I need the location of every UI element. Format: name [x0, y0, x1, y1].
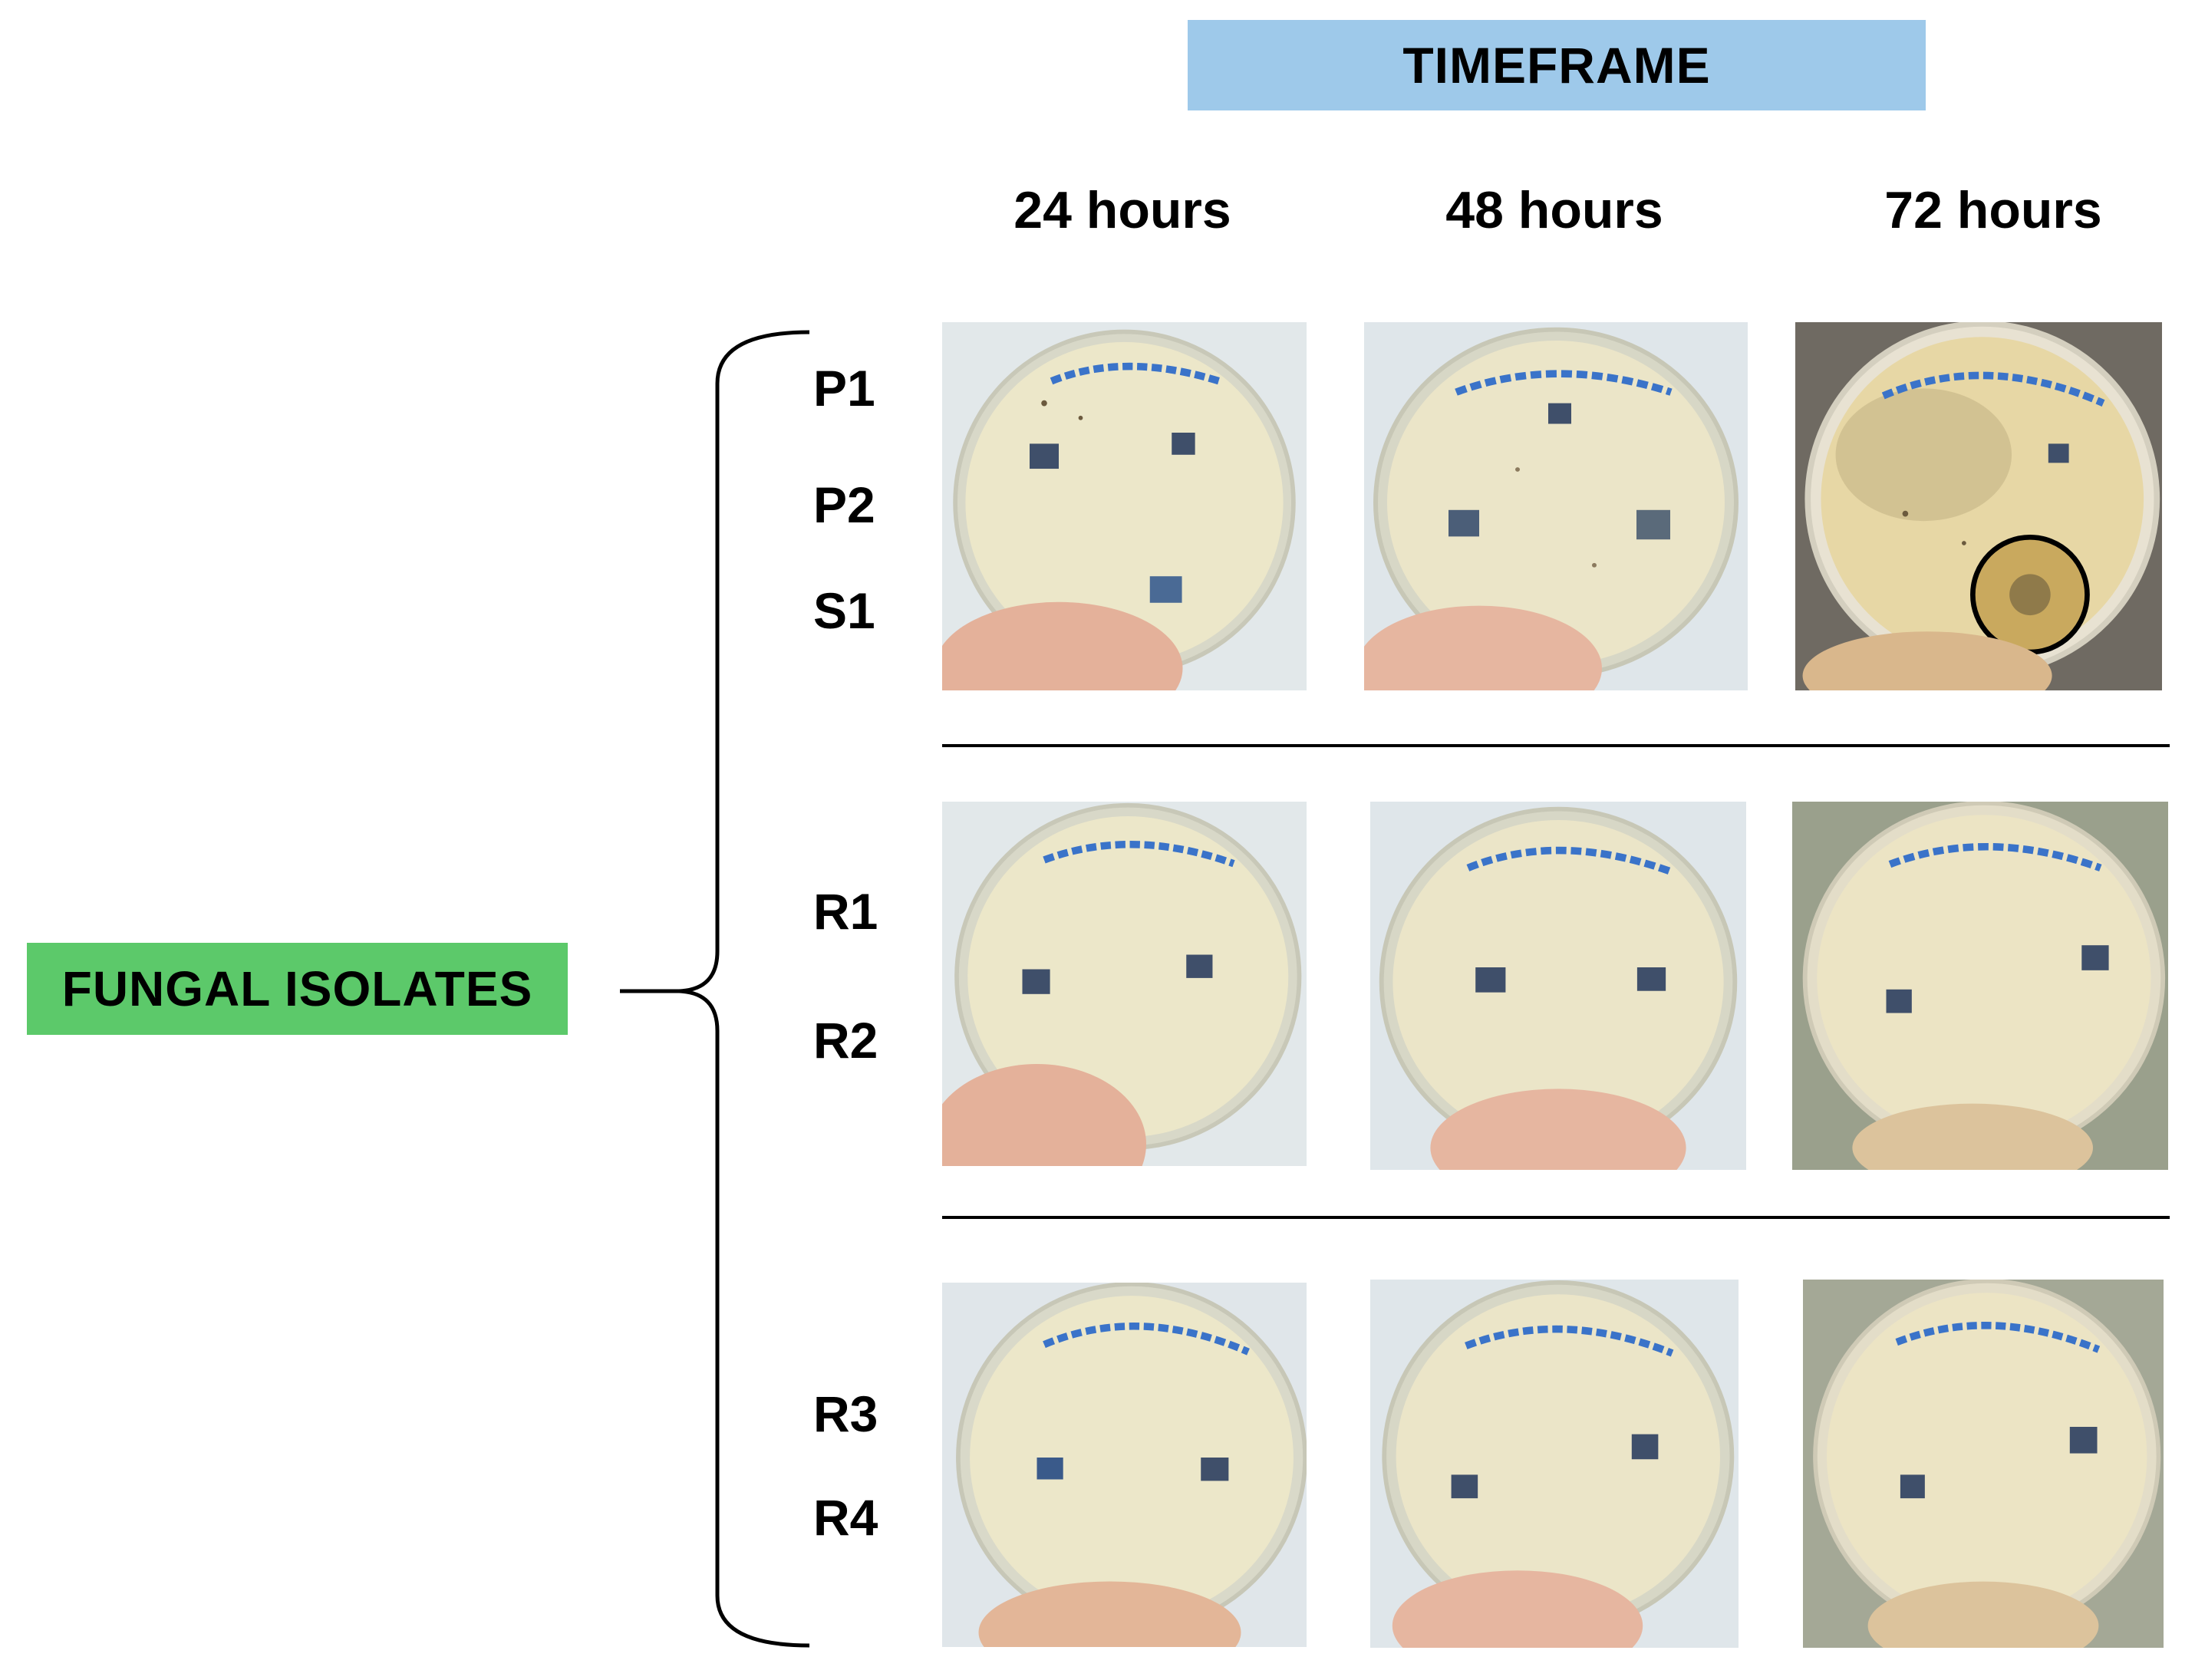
label-P2: P2 — [813, 476, 875, 533]
group-divider — [942, 744, 2170, 747]
plate-photo-group3-24h — [942, 1283, 1307, 1647]
column-header-24h: 24 hours — [1013, 181, 1231, 239]
plate-photo-group2-72h — [1792, 802, 2168, 1170]
fungal-isolates-banner: FUNGAL ISOLATES — [27, 943, 568, 1035]
column-header-48h: 48 hours — [1445, 181, 1663, 239]
plate-photo-group3-72h — [1803, 1280, 2164, 1648]
plate-photo-group2-48h — [1370, 802, 1746, 1170]
column-header-72h: 72 hours — [1884, 181, 2102, 239]
label-S1: S1 — [813, 582, 875, 639]
label-R1: R1 — [813, 883, 878, 940]
label-R2: R2 — [813, 1012, 878, 1069]
timeframe-banner: TIMEFRAME — [1188, 20, 1926, 110]
plate-photo-group3-48h — [1370, 1280, 1739, 1648]
plate-photo-group1-72h — [1795, 322, 2162, 690]
plate-photo-group1-24h — [942, 322, 1307, 690]
label-P1: P1 — [813, 360, 875, 417]
group-divider — [942, 1216, 2170, 1219]
label-R3: R3 — [813, 1385, 878, 1442]
label-R4: R4 — [813, 1489, 878, 1546]
plate-photo-group2-24h — [942, 802, 1307, 1166]
plate-photo-group1-48h — [1364, 322, 1748, 690]
